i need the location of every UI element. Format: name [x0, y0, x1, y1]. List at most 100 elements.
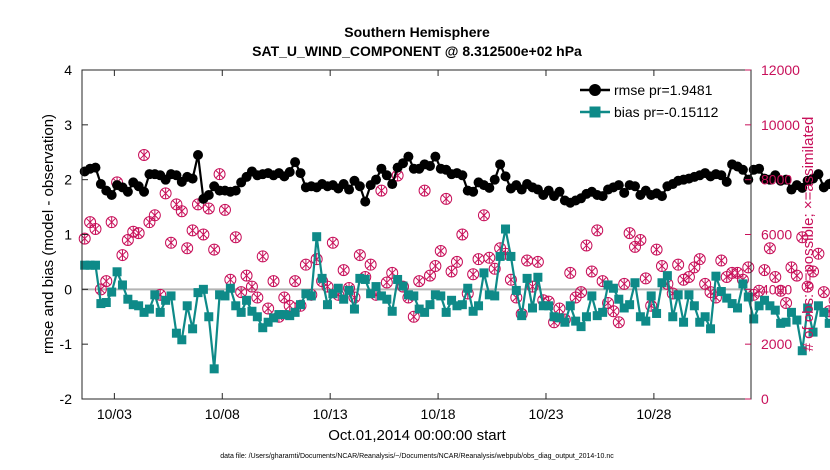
legend-rmse-marker: [589, 84, 601, 96]
obs-assimilated-marker: [787, 261, 796, 273]
legend: rmse pr=1.9481 bias pr=-0.15112: [574, 77, 744, 125]
bias-point: [436, 291, 446, 301]
obs-assimilated-marker: [199, 229, 208, 240]
bias-point: [463, 283, 473, 293]
obs-assimilated-marker: [565, 267, 575, 279]
bias-point: [242, 295, 252, 305]
obs-assimilated-marker: [781, 297, 791, 309]
bias-point: [90, 260, 100, 270]
bias-point: [398, 281, 408, 291]
obs-assimilated-marker: [91, 223, 100, 235]
y-axis-label: rmse and bias (model - observation): [40, 114, 57, 354]
obs-assimilated-marker: [253, 292, 262, 304]
obs-assimilated-marker: [630, 241, 640, 253]
bias-point: [689, 301, 699, 311]
rmse-point: [371, 174, 382, 185]
y-tick-label: -2: [60, 391, 73, 407]
rmse-point: [457, 170, 468, 181]
bias-point: [447, 295, 457, 305]
bias-point: [813, 301, 823, 311]
bias-point: [646, 291, 656, 301]
bias-point: [290, 307, 300, 317]
bias-point: [598, 307, 608, 317]
chart-title: Southern Hemisphere: [344, 24, 490, 40]
obs-assimilated-marker: [204, 202, 214, 214]
obs-assimilated-marker: [522, 255, 532, 267]
obs-assimilated-marker: [733, 267, 742, 279]
y2-tick-label: 0: [761, 391, 769, 407]
obs-assimilated-marker: [722, 271, 732, 283]
rmse-point: [619, 187, 630, 198]
rmse-point: [171, 170, 182, 181]
bias-point: [269, 313, 279, 323]
bias-point: [614, 294, 624, 304]
obs-assimilated-marker: [765, 242, 775, 254]
chart-subtitle: SAT_U_WIND_COMPONENT @ 8.312500e+02 hPa: [252, 43, 582, 59]
obs-assimilated-marker: [700, 278, 710, 290]
bias-point: [166, 291, 176, 301]
bias-point: [349, 304, 359, 314]
obs-assimilated-marker: [161, 187, 170, 199]
bias-point: [608, 283, 618, 293]
bias-point: [641, 316, 651, 326]
y2-tick-label: 8000: [761, 172, 792, 188]
y-tick-label: 1: [64, 227, 72, 243]
rmse-point: [403, 151, 414, 162]
x-tick-label: 10/13: [313, 406, 348, 422]
obs-assimilated-marker: [382, 276, 392, 288]
rmse-point: [656, 191, 667, 202]
bias-point: [533, 272, 543, 282]
bias-point: [403, 290, 413, 300]
obs-assimilated-marker: [533, 256, 543, 268]
rmse-point: [484, 182, 495, 193]
y-tick-label: 2: [64, 172, 72, 188]
bias-point: [366, 289, 376, 299]
obs-possible-marker: [828, 296, 830, 305]
bias-point: [258, 323, 268, 333]
bias-point: [376, 291, 386, 301]
bias-point: [474, 301, 484, 311]
x-tick-label: 10/08: [205, 406, 240, 422]
obs-assimilated-marker: [619, 278, 629, 290]
obs-assimilated-marker: [263, 303, 273, 315]
obs-assimilated-marker: [236, 286, 246, 298]
bias-point: [198, 284, 208, 294]
bias-point: [549, 312, 559, 322]
obs-assimilated-marker: [576, 286, 586, 298]
bias-point: [312, 232, 322, 242]
bias-point: [819, 307, 829, 317]
obs-assimilated-marker: [409, 311, 419, 323]
bias-point: [317, 273, 327, 283]
bias-point: [188, 324, 198, 334]
bias-point: [781, 317, 791, 327]
bias-point: [484, 290, 494, 300]
x-tick-label: 10/18: [421, 406, 456, 422]
obs-assimilated-marker: [355, 249, 365, 261]
rmse-point: [387, 179, 398, 190]
bias-point: [96, 299, 106, 309]
legend-bias-marker: [589, 106, 601, 118]
bias-point: [301, 289, 311, 299]
y2-tick-label: 4000: [761, 281, 792, 297]
x-tick-label: 10/23: [528, 406, 563, 422]
rmse-point: [613, 180, 624, 191]
rmse-point: [500, 171, 511, 182]
bias-point: [743, 292, 753, 302]
rmse-point: [381, 170, 392, 181]
rmse-point: [554, 186, 565, 197]
bias-point: [344, 285, 354, 295]
bias-point: [808, 327, 818, 337]
bias-point: [662, 271, 672, 281]
bias-point: [430, 290, 440, 300]
bias-point: [285, 311, 295, 321]
bias-point: [716, 287, 726, 297]
rmse-point: [424, 160, 435, 171]
rmse-point: [721, 176, 732, 187]
obs-assimilated-marker: [258, 250, 268, 262]
bias-point: [587, 291, 597, 301]
bias-point: [522, 273, 532, 283]
bias-point: [263, 317, 273, 327]
bias-point: [409, 291, 419, 301]
bias-point: [603, 280, 613, 290]
bias-point: [134, 301, 144, 311]
